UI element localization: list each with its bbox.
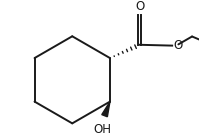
Text: OH: OH (94, 123, 112, 136)
Text: O: O (135, 0, 144, 13)
Polygon shape (102, 102, 110, 117)
Text: O: O (174, 39, 183, 52)
